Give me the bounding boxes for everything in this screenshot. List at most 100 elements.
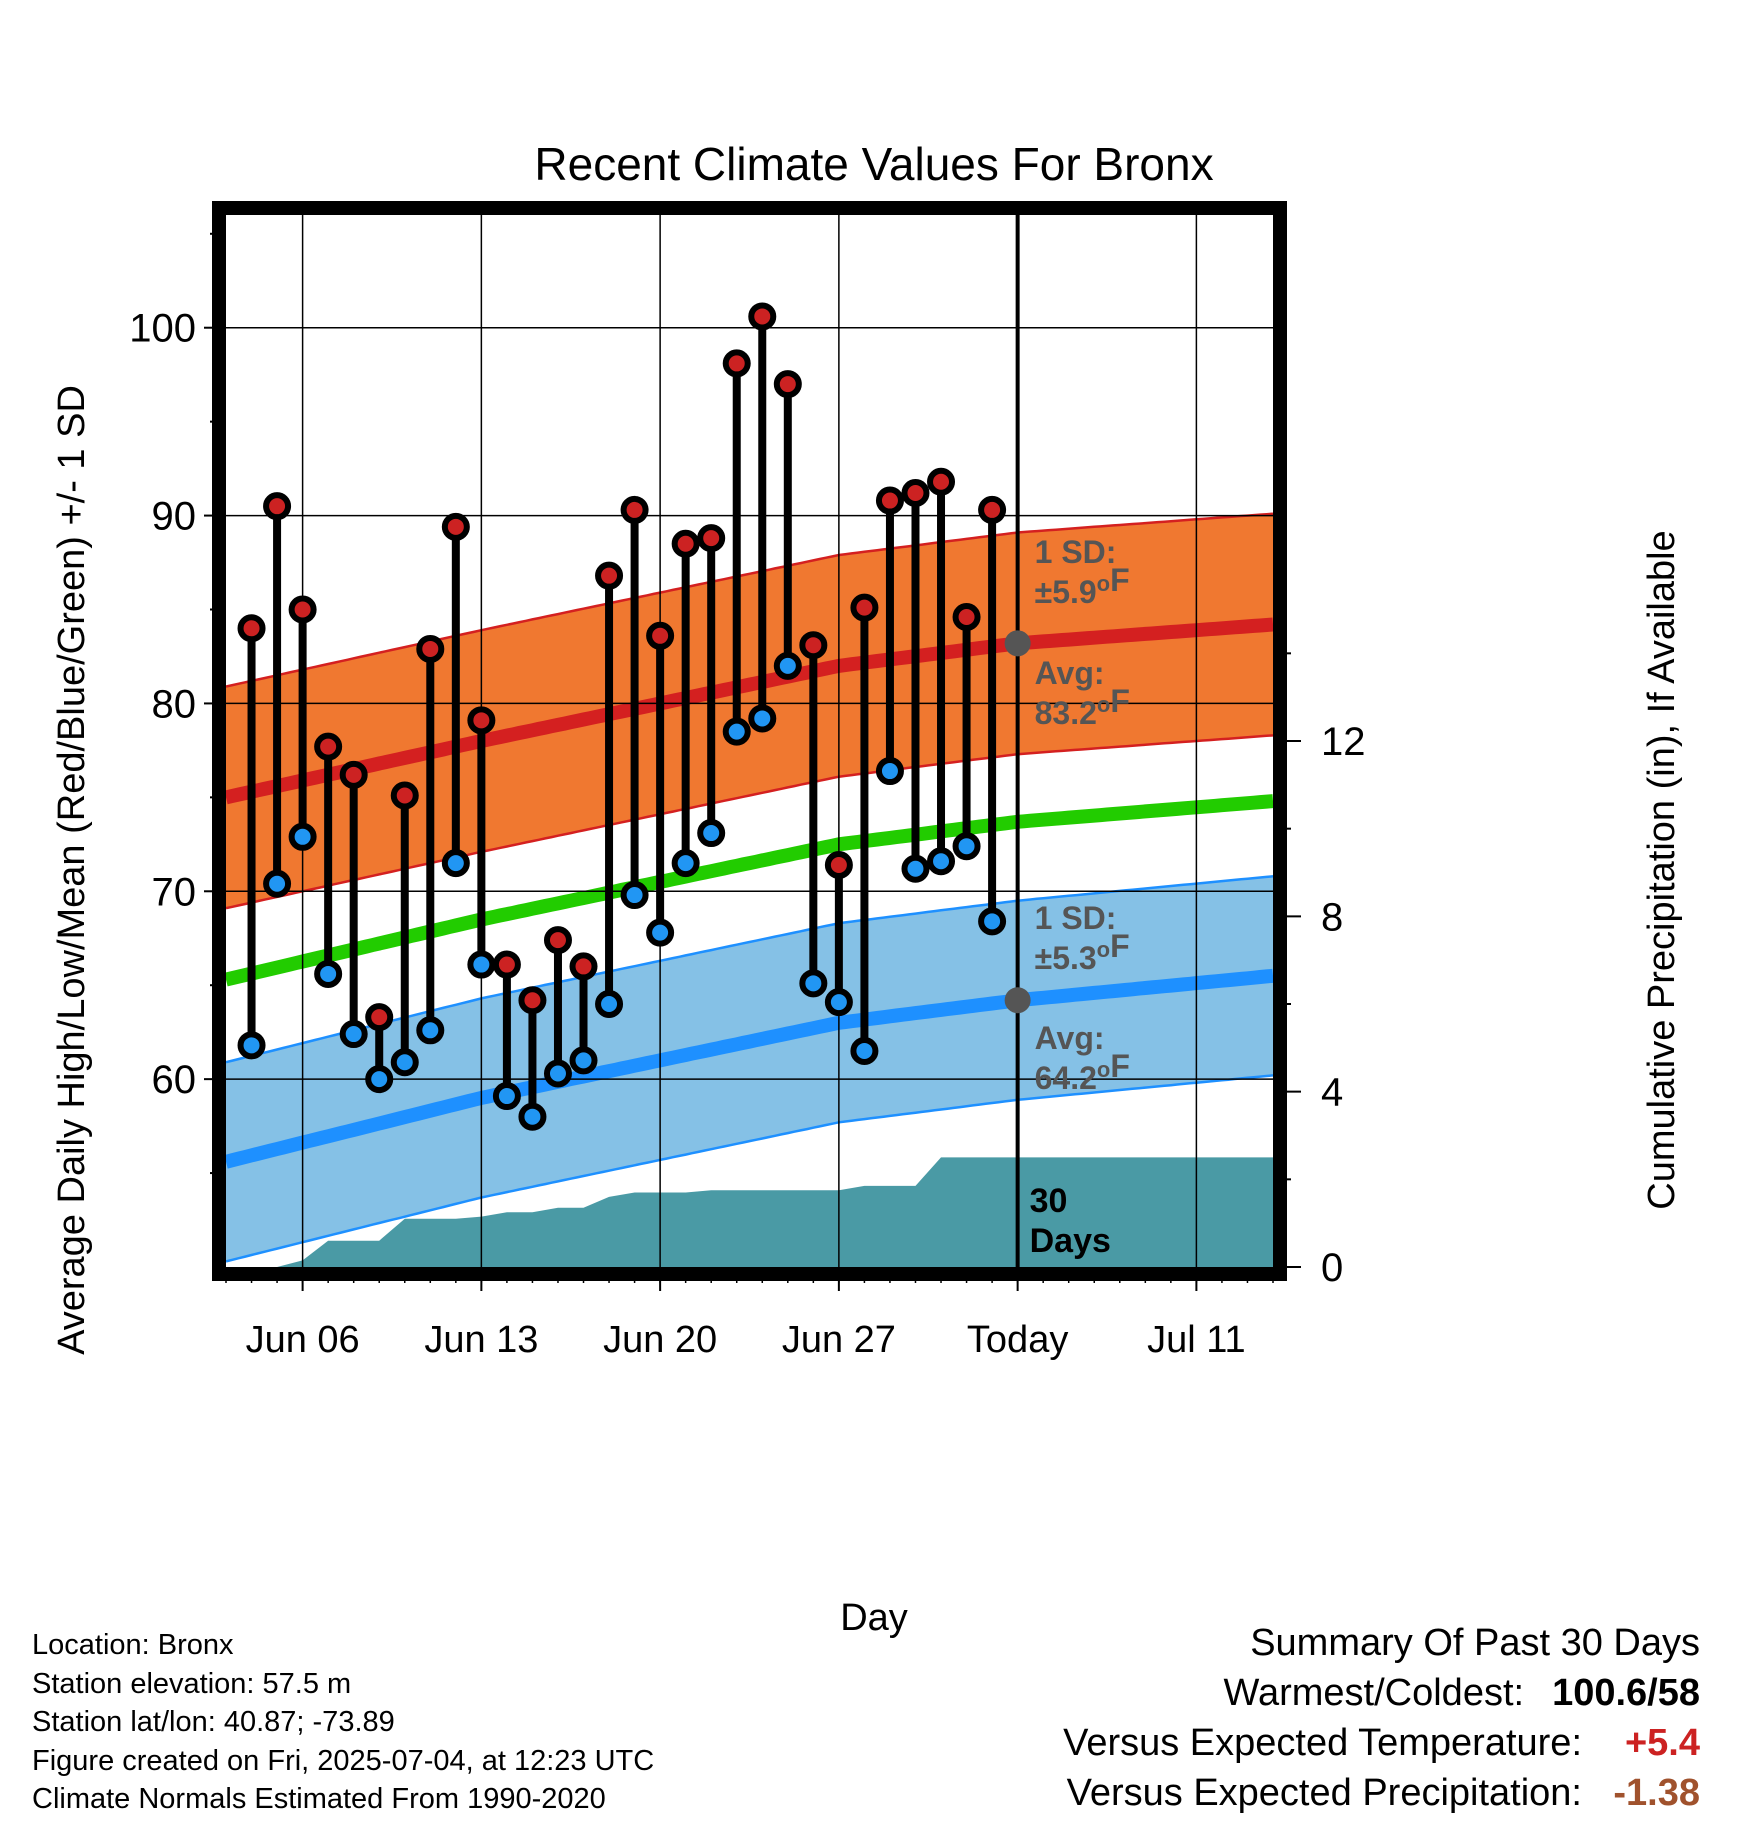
x-tick-label: Jun 06 (246, 1319, 360, 1361)
daily-low-point (339, 1020, 368, 1049)
y-tick-label: 80 (152, 682, 197, 726)
today-avg-low-point (1004, 987, 1031, 1014)
elevation-text: Station elevation: 57.5 m (32, 1667, 352, 1700)
daily-low-point (595, 990, 624, 1018)
temp-vs-expected-value: +5.4 (1624, 1722, 1700, 1764)
y-tick-label: 70 (152, 870, 197, 914)
daily-high-point (365, 1003, 394, 1032)
daily-low-point (416, 1016, 445, 1045)
normals-text: Climate Normals Estimated From 1990-2020 (32, 1783, 606, 1815)
daily-low-point (824, 988, 853, 1017)
summary-panel: Summary Of Past 30 Days Warmest/Coldest:… (800, 1622, 1700, 1822)
daily-high-point (927, 467, 956, 496)
daily-low-point (569, 1046, 598, 1075)
daily-low-point (263, 869, 292, 898)
daily-low-point (901, 854, 930, 883)
low-sd-value: ±5.3oF (1035, 928, 1130, 976)
daily-high-point (952, 603, 981, 632)
daily-low-point (927, 847, 956, 876)
today-avg-high-point (1004, 630, 1031, 657)
x-tick-label: Jul 11 (1147, 1319, 1246, 1361)
low-sd-upper-edge (226, 875, 1273, 1064)
daily-high-point (875, 486, 904, 515)
daily-high-point (492, 950, 521, 979)
latlon-text: Station lat/lon: 40.87; -73.89 (32, 1706, 395, 1738)
daily-high-point (901, 479, 930, 508)
y-axis-label: Average Daily High/Low/Mean (Red/Blue/Gr… (51, 385, 93, 1355)
daily-high-point (441, 512, 470, 541)
daily-low-point (646, 918, 675, 947)
daily-low-point (799, 969, 828, 998)
daily-low-point (952, 832, 981, 861)
daily-low-point (314, 959, 343, 988)
daily-low-point (978, 907, 1007, 936)
high-sd-band (226, 513, 1273, 909)
summary-precip-row: Versus Expected Precipitation: -1.38 (800, 1772, 1700, 1822)
daily-low-point (543, 1059, 572, 1088)
daily-low-point (773, 651, 802, 680)
y-tick-label: 100 (129, 307, 196, 351)
low-sd-label: 1 SD: (1035, 900, 1117, 936)
daily-low-point (620, 881, 649, 910)
y2-tick-label: 12 (1321, 720, 1366, 764)
normal-mean-line (226, 794, 1273, 987)
daily-high-point (978, 495, 1007, 524)
y-tick-label: 60 (152, 1058, 197, 1102)
station-info: Location: Bronx Station elevation: 57.5 … (32, 1626, 654, 1819)
daily-low-point (748, 704, 777, 733)
daily-high-point (850, 593, 879, 622)
summary-title-row: Summary Of Past 30 Days (800, 1622, 1700, 1672)
chart-title: Recent Climate Values For Bronx (534, 138, 1213, 190)
daily-high-point (416, 634, 445, 663)
warm-cold-label: Warmest/Coldest: (1223, 1672, 1525, 1714)
daily-high-point (263, 492, 292, 521)
daily-low-point (875, 757, 904, 786)
high-sd-lower-edge (226, 734, 1273, 910)
y2-tick-label: 8 (1321, 895, 1343, 939)
location-text: Location: Bronx (32, 1629, 234, 1661)
daily-high-point (773, 370, 802, 399)
high-sd-upper-edge (226, 512, 1273, 688)
daily-low-point (237, 1031, 266, 1060)
high-sd-value: ±5.9oF (1035, 562, 1130, 610)
summary-warm-cold-row: Warmest/Coldest: 100.6/58 (800, 1672, 1700, 1722)
precip-area (226, 1157, 1273, 1267)
low-sd-lower-edge (226, 1074, 1273, 1263)
daily-high-point (722, 349, 751, 378)
precip-vs-expected-label: Versus Expected Precipitation: (1066, 1772, 1582, 1814)
daily-high-point (543, 926, 572, 955)
daily-high-point (314, 732, 343, 761)
y-tick-label: 90 (152, 495, 197, 539)
precip-days-label: Days (1030, 1222, 1111, 1260)
daily-low-point (697, 819, 726, 848)
daily-high-point (237, 614, 266, 643)
daily-high-point (569, 952, 598, 981)
normal-low-line (226, 968, 1273, 1169)
x-tick-label: Jun 13 (424, 1319, 538, 1361)
daily-low-point (492, 1082, 521, 1111)
daily-high-point (646, 621, 675, 650)
daily-high-point (518, 986, 547, 1015)
low-avg-label: Avg: (1035, 1020, 1105, 1056)
x-axis-label: Day (840, 1597, 908, 1639)
daily-low-point (467, 950, 496, 979)
y2-tick-label: 0 (1321, 1246, 1343, 1290)
daily-low-point (365, 1065, 394, 1094)
high-avg-label: Avg: (1035, 655, 1105, 691)
temp-vs-expected-label: Versus Expected Temperature: (1063, 1722, 1582, 1764)
daily-high-point (697, 524, 726, 553)
summary-temp-row: Versus Expected Temperature: +5.4 (800, 1722, 1700, 1772)
normal-high-line (226, 617, 1273, 805)
daily-high-point (620, 495, 649, 524)
daily-high-point (595, 561, 624, 590)
low-sd-band (226, 876, 1273, 1262)
precip-vs-expected-value: -1.38 (1613, 1772, 1700, 1814)
daily-high-point (748, 302, 777, 331)
daily-high-point (671, 529, 700, 558)
low-avg-value: 64.2oF (1035, 1048, 1130, 1096)
y2-tick-label: 4 (1321, 1071, 1343, 1115)
daily-high-point (799, 631, 828, 660)
